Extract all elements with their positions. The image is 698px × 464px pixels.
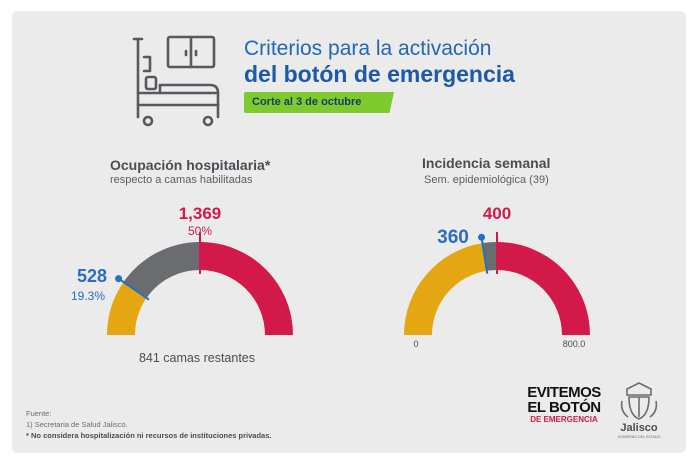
hospital-bed-icon (132, 35, 220, 127)
footnote: * No considera hospitalización ni recurs… (26, 431, 272, 440)
incidence-gauge-title: Incidencia semanal (422, 155, 551, 171)
remaining-beds-label: 841 camas restantes (139, 351, 255, 365)
government-logo: Jalisco GOBIERNO DEL ESTADO (618, 382, 661, 439)
occupancy-current-percent: 19.3% (71, 289, 105, 303)
occupancy-segment-to-threshold (123, 242, 200, 298)
campaign-logo: EVITEMOS EL BOTÓN DE EMERGENCIA (524, 385, 604, 425)
occupancy-threshold-percent: 50% (188, 224, 212, 238)
incidence-gauge-subtitle: Sem. epidemiológica (39) (424, 174, 549, 186)
government-name: Jalisco (620, 422, 658, 434)
campaign-line-2: EL BOTÓN (527, 399, 601, 416)
occupancy-gauge-title: Ocupación hospitalaria* (110, 157, 271, 173)
source-label: Fuente: (26, 409, 52, 418)
infographic-card: Criterios para la activación del botón d… (12, 11, 686, 453)
campaign-line-3: DE EMERGENCIA (530, 415, 598, 424)
incidence-current-marker (480, 239, 489, 274)
incidence-current-dot (478, 233, 486, 241)
incidence-gauge: 400 360 0 800.0 (404, 204, 590, 349)
incidence-max-label: 800.0 (563, 339, 586, 349)
gauges-area: 1,369 50% 528 19.3% 841 camas restantes … (71, 204, 590, 365)
occupancy-current-marker (119, 278, 150, 301)
title-line-1: Criterios para la activación (244, 37, 492, 60)
occupancy-gauge-subtitle: respecto a camas habilitadas (110, 174, 253, 186)
occupancy-current-dot (115, 275, 123, 283)
cutoff-badge: Corte al 3 de octubre (244, 92, 394, 113)
incidence-min-label: 0 (413, 339, 418, 349)
occupancy-current-label: 528 (77, 266, 107, 286)
occupancy-threshold-label: 1,369 (179, 204, 222, 223)
incidence-segment-current (404, 243, 487, 335)
occupancy-gauge: 1,369 50% 528 19.3% 841 camas restantes (71, 204, 293, 365)
title-line-2: del botón de emergencia (244, 61, 515, 87)
source-text: 1) Secretaria de Salud Jalisco. (26, 420, 128, 429)
incidence-threshold-label: 400 (483, 204, 511, 223)
government-subtitle: GOBIERNO DEL ESTADO (618, 435, 661, 439)
incidence-current-label: 360 (437, 227, 469, 248)
incidence-segment-above-threshold (497, 242, 590, 335)
occupancy-segment-current (107, 282, 147, 335)
campaign-line-1: EVITEMOS (527, 384, 601, 401)
occupancy-segment-above-threshold (200, 242, 293, 335)
